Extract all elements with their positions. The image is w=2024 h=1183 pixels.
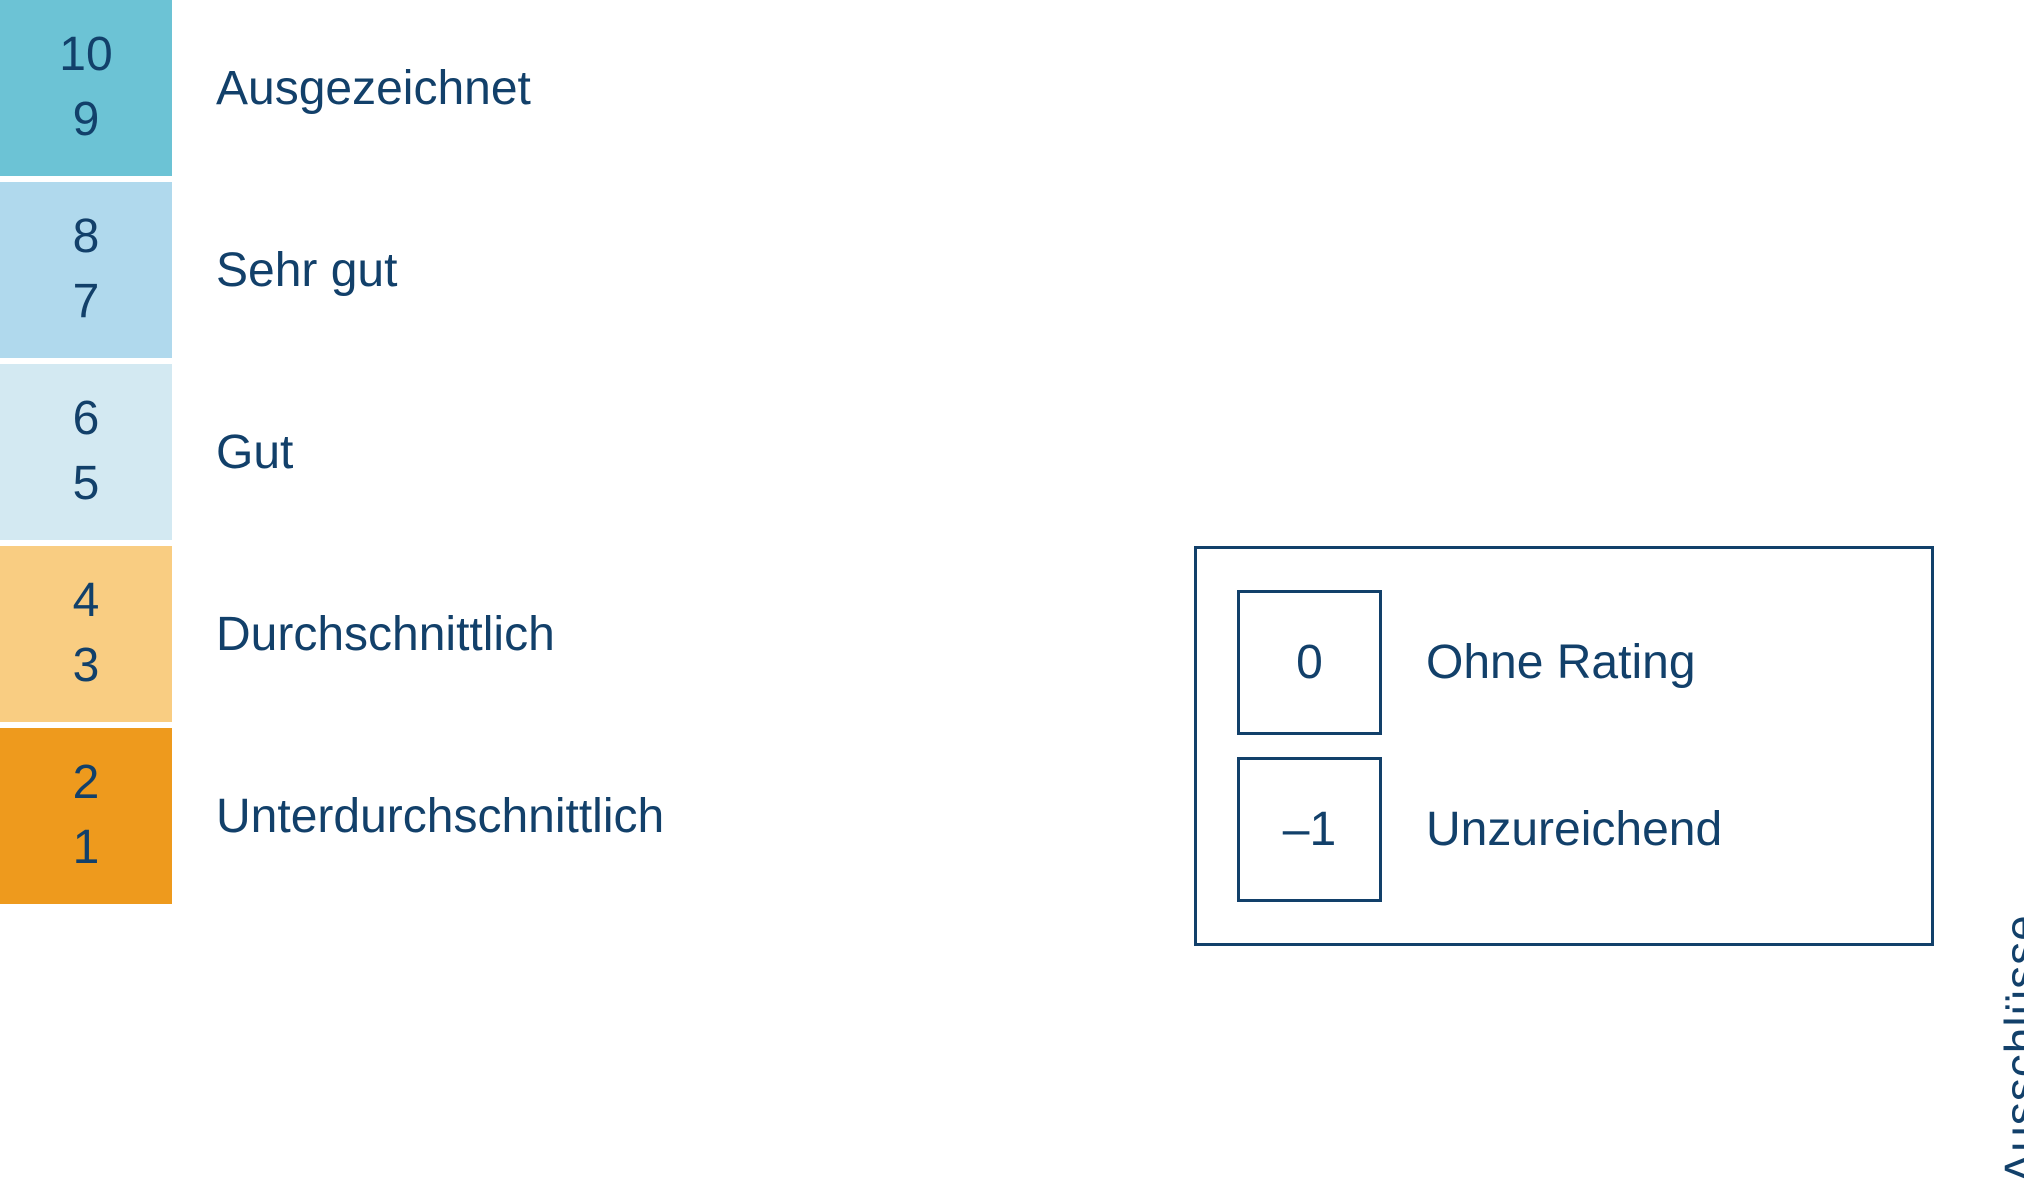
rating-number-bottom: 9	[73, 88, 100, 153]
exclusion-label-insufficient: Unzureichend	[1426, 802, 1722, 857]
rating-scale: 10 9 Ausgezeichnet 8 7 Sehr gut 6 5 Gut …	[0, 0, 664, 910]
rating-number-bottom: 5	[73, 452, 100, 517]
rating-number-top: 4	[73, 569, 100, 634]
exclusions-box: 0 Ohne Rating –1 Unzureichend	[1194, 546, 1934, 946]
exclusion-value-square: 0	[1237, 590, 1382, 735]
rating-label-belowaverage: Unterdurchschnittlich	[216, 789, 664, 844]
exclusion-label-norating: Ohne Rating	[1426, 635, 1696, 690]
rating-number-top: 6	[73, 387, 100, 452]
rating-number-bottom: 7	[73, 270, 100, 335]
exclusion-row: –1 Unzureichend	[1237, 757, 1891, 902]
exclusion-row: 0 Ohne Rating	[1237, 590, 1891, 735]
exclusions-vertical-label: Ausschlüsse	[1994, 914, 2024, 1183]
rating-swatch-excellent: 10 9	[0, 0, 172, 176]
exclusion-value: –1	[1283, 802, 1336, 857]
rating-number-top: 2	[73, 751, 100, 816]
rating-number-bottom: 1	[73, 816, 100, 881]
rating-row: 8 7 Sehr gut	[0, 182, 664, 358]
exclusion-value-square: –1	[1237, 757, 1382, 902]
rating-label-excellent: Ausgezeichnet	[216, 61, 531, 116]
rating-label-good: Gut	[216, 425, 293, 480]
rating-number-bottom: 3	[73, 634, 100, 699]
rating-row: 10 9 Ausgezeichnet	[0, 0, 664, 176]
rating-swatch-average: 4 3	[0, 546, 172, 722]
rating-number-top: 10	[59, 23, 112, 88]
rating-swatch-verygood: 8 7	[0, 182, 172, 358]
rating-row: 4 3 Durchschnittlich	[0, 546, 664, 722]
rating-swatch-good: 6 5	[0, 364, 172, 540]
rating-row: 6 5 Gut	[0, 364, 664, 540]
rating-label-average: Durchschnittlich	[216, 607, 555, 662]
rating-number-top: 8	[73, 205, 100, 270]
rating-swatch-belowaverage: 2 1	[0, 728, 172, 904]
rating-row: 2 1 Unterdurchschnittlich	[0, 728, 664, 904]
rating-label-verygood: Sehr gut	[216, 243, 397, 298]
exclusion-value: 0	[1296, 635, 1323, 690]
